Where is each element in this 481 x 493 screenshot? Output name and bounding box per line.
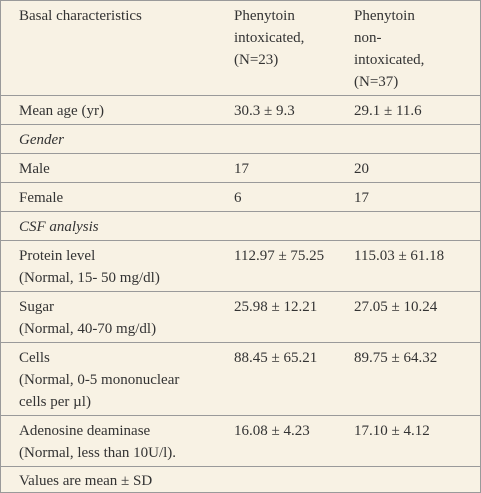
cell-text: 25.98 ± 12.21 bbox=[234, 299, 318, 315]
cell: Values are mean ± SD bbox=[19, 470, 152, 492]
cell: Phenytoin intoxicated, (N=23) bbox=[234, 5, 304, 71]
cell-text: Male bbox=[19, 161, 50, 177]
cell-text: (Normal, 40-70 mg/dl) bbox=[19, 321, 157, 337]
cell: 16.08 ± 4.23 bbox=[234, 420, 310, 442]
cell: 30.3 ± 9.3 bbox=[234, 100, 295, 122]
cell-text: (N=23) bbox=[234, 52, 279, 68]
cell-text: (Normal, 15- 50 mg/dl) bbox=[19, 270, 160, 286]
cell-text: 20 bbox=[354, 161, 369, 177]
cell-text: 17 bbox=[234, 161, 249, 177]
data-row: Cells (Normal, 0-5 mononuclear cells per µ… bbox=[1, 343, 480, 416]
cell: Basal characteristics bbox=[19, 5, 142, 27]
cell: 89.75 ± 64.32 bbox=[354, 347, 437, 369]
cell-text: (N=37) bbox=[354, 74, 399, 90]
cell: 88.45 ± 65.21 bbox=[234, 347, 317, 369]
cell-text: Protein level bbox=[19, 248, 96, 264]
data-row: Protein level (Normal, 15- 50 mg/dl) 112.9… bbox=[1, 241, 480, 292]
cell-text: 115.03 ± 61.18 bbox=[354, 248, 445, 264]
cell: Protein level (Normal, 15- 50 mg/dl) bbox=[19, 245, 160, 289]
cell-text: non- bbox=[354, 30, 382, 46]
cell-text: intoxicated, bbox=[354, 52, 425, 68]
cell-text: 16.08 ± 4.23 bbox=[234, 423, 310, 439]
cell-text: Phenytoin bbox=[234, 8, 295, 24]
cell: 6 bbox=[234, 187, 242, 209]
cell-text: 29.1 ± 11.6 bbox=[354, 103, 422, 119]
data-row: Male 17 20 bbox=[1, 154, 480, 183]
cell: Gender bbox=[19, 129, 64, 151]
cell: Male bbox=[19, 158, 50, 180]
cell-text: Cells bbox=[19, 350, 50, 366]
data-row: Female 6 17 bbox=[1, 183, 480, 212]
footnote: Values are mean ± SD bbox=[19, 473, 153, 489]
cell-text: Adenosine deaminase bbox=[19, 423, 151, 439]
cell: 29.1 ± 11.6 bbox=[354, 100, 422, 122]
cell-text: (Normal, less than 10U/l). bbox=[19, 445, 177, 461]
section-label: Gender bbox=[19, 132, 64, 148]
cell-text: Basal characteristics bbox=[19, 8, 142, 24]
cell: 17 bbox=[234, 158, 249, 180]
cell-text: intoxicated, bbox=[234, 30, 305, 46]
cell: 112.97 ± 75.25 bbox=[234, 245, 324, 267]
data-row: Mean age (yr) 30.3 ± 9.3 29.1 ± 11.6 bbox=[1, 96, 480, 125]
cell-text: 112.97 ± 75.25 bbox=[234, 248, 325, 264]
cell: 17 bbox=[354, 187, 369, 209]
cell-text: 17 bbox=[354, 190, 369, 206]
cell-text: 27.05 ± 10.24 bbox=[354, 299, 438, 315]
cell: Adenosine deaminase (Normal, less than 10… bbox=[19, 420, 176, 464]
section-label: CSF analysis bbox=[19, 219, 99, 235]
cell-text: cells per µl) bbox=[19, 394, 91, 410]
cell-text: 30.3 ± 9.3 bbox=[234, 103, 295, 119]
cell-text: 89.75 ± 64.32 bbox=[354, 350, 438, 366]
cell: Cells (Normal, 0-5 mononuclear cells per µ… bbox=[19, 347, 179, 413]
cell: CSF analysis bbox=[19, 216, 99, 238]
cell-text: 88.45 ± 65.21 bbox=[234, 350, 318, 366]
cell: Phenytoin non-intoxicated, (N=37) bbox=[354, 5, 424, 93]
cell: 25.98 ± 12.21 bbox=[234, 296, 317, 318]
cell-text: 17.10 ± 4.12 bbox=[354, 423, 430, 439]
cell: 20 bbox=[354, 158, 369, 180]
data-row: Adenosine deaminase (Normal, less than 10… bbox=[1, 416, 480, 467]
cell-text: (Normal, 0-5 mononuclear bbox=[19, 372, 180, 388]
data-row: Sugar (Normal, 40-70 mg/dl) 25.98 ± 12.21 2… bbox=[1, 292, 480, 343]
cell: 115.03 ± 61.18 bbox=[354, 245, 444, 267]
cell-text: Phenytoin bbox=[354, 8, 415, 24]
cell-text: Female bbox=[19, 190, 64, 206]
section-row: Gender bbox=[1, 125, 480, 154]
cell: 17.10 ± 4.12 bbox=[354, 420, 430, 442]
footer-row: Values are mean ± SD bbox=[1, 467, 480, 492]
cell-text: Mean age (yr) bbox=[19, 103, 104, 119]
cell: 27.05 ± 10.24 bbox=[354, 296, 437, 318]
header-row: Basal characteristics Phenytoin intoxicate… bbox=[1, 1, 480, 96]
cell: Mean age (yr) bbox=[19, 100, 104, 122]
cell: Sugar (Normal, 40-70 mg/dl) bbox=[19, 296, 156, 340]
cell-text: Sugar bbox=[19, 299, 54, 315]
section-row: CSF analysis bbox=[1, 212, 480, 241]
cell-text: 6 bbox=[234, 190, 242, 206]
cell: Female bbox=[19, 187, 63, 209]
